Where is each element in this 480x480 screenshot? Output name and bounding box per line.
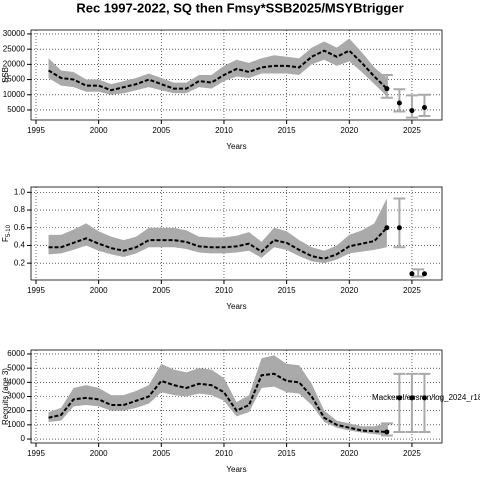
x-axis-label: Years — [226, 465, 246, 474]
y-tick-label: 0.8 — [14, 205, 26, 214]
x-tick-label: 1995 — [27, 286, 45, 295]
plot-frame — [30, 29, 443, 121]
error-bar — [412, 268, 425, 278]
error-bar — [393, 88, 406, 113]
median-line — [48, 372, 387, 433]
projection-point — [409, 395, 415, 401]
confidence-band — [48, 355, 387, 436]
y-axis-label: SSB — [1, 67, 10, 83]
projection-point — [384, 429, 390, 435]
x-tick-label: 2025 — [403, 286, 421, 295]
x-axis-label: Years — [226, 142, 246, 151]
y-tick-label: 0.2 — [14, 258, 26, 267]
plot-frame — [30, 349, 443, 444]
y-tick-label: 0.6 — [14, 223, 26, 232]
title: Rec 1997-2022, SQ then Fmsy*SSB2025/MSYB… — [76, 0, 403, 15]
x-tick-label: 2025 — [403, 126, 421, 135]
y-tick-label: 2000 — [7, 406, 25, 415]
x-tick-label: 2025 — [403, 449, 421, 458]
x-tick-label: 2005 — [152, 286, 170, 295]
projection-point — [421, 105, 427, 111]
projection-point — [409, 271, 415, 277]
y-tick-label: 15000 — [3, 75, 26, 84]
y-tick-label: 4000 — [7, 377, 25, 386]
projection-point — [396, 395, 402, 401]
y-tick-label: 0.4 — [14, 241, 26, 250]
y-axis-label: F5-10 — [1, 224, 11, 242]
y-axis-label-main: Recruits (age 3) — [1, 368, 10, 425]
median-line — [48, 227, 388, 260]
y-tick-label: 10000 — [3, 90, 26, 99]
y-tick-label: 1000 — [7, 420, 25, 429]
confidence-band — [48, 38, 387, 97]
x-tick-label: 2000 — [90, 286, 108, 295]
projection-point — [409, 108, 415, 114]
y-tick-label: 5000 — [7, 363, 25, 372]
y-tick-label: 5000 — [7, 105, 25, 114]
error-bar — [405, 372, 418, 433]
median-line — [48, 49, 388, 92]
y-axis-label-main: F — [1, 237, 10, 242]
x-tick-label: 2020 — [340, 449, 358, 458]
x-tick-label: 2005 — [152, 449, 170, 458]
y-tick-label: 1.0 — [14, 187, 26, 196]
x-tick-label: 2015 — [278, 126, 296, 135]
x-tick-label: 2010 — [215, 126, 233, 135]
projection-point — [396, 100, 402, 106]
y-tick-label: 30000 — [3, 29, 26, 38]
y-tick-label: 3000 — [7, 392, 25, 401]
annotation: Mackerel/ensrun/log_2024_r18089_git e38 — [372, 393, 480, 402]
x-axis-label: Years — [226, 302, 246, 311]
error-bar — [393, 372, 406, 433]
error-bar — [393, 197, 406, 249]
error-bar — [405, 94, 418, 119]
plot-frame — [30, 186, 443, 281]
x-tick-label: 2010 — [215, 286, 233, 295]
confidence-band — [48, 198, 387, 264]
y-tick-label: 25000 — [3, 44, 26, 53]
x-tick-label: 2015 — [278, 286, 296, 295]
projection-point — [384, 86, 390, 92]
x-tick-label: 2010 — [215, 449, 233, 458]
y-axis-label-main: SSB — [1, 67, 10, 83]
y-tick-label: 20000 — [3, 59, 26, 68]
x-tick-label: 1995 — [27, 449, 45, 458]
x-tick-label: 1995 — [27, 126, 45, 135]
projection-point — [421, 395, 427, 401]
y-axis-label: Recruits (age 3) — [1, 368, 10, 425]
x-tick-label: 2000 — [90, 449, 108, 458]
error-bar — [418, 372, 431, 433]
x-tick-label: 2020 — [340, 286, 358, 295]
projection-point — [396, 225, 402, 231]
projection-point — [384, 225, 390, 231]
y-tick-label: 6000 — [7, 349, 25, 358]
x-tick-label: 2020 — [340, 126, 358, 135]
projection-point — [421, 271, 427, 277]
x-tick-label: 2005 — [152, 126, 170, 135]
x-tick-label: 2000 — [90, 126, 108, 135]
x-tick-label: 2015 — [278, 449, 296, 458]
y-tick-label: 0 — [21, 434, 26, 443]
y-axis-label-sub: 5-10 — [6, 224, 12, 237]
